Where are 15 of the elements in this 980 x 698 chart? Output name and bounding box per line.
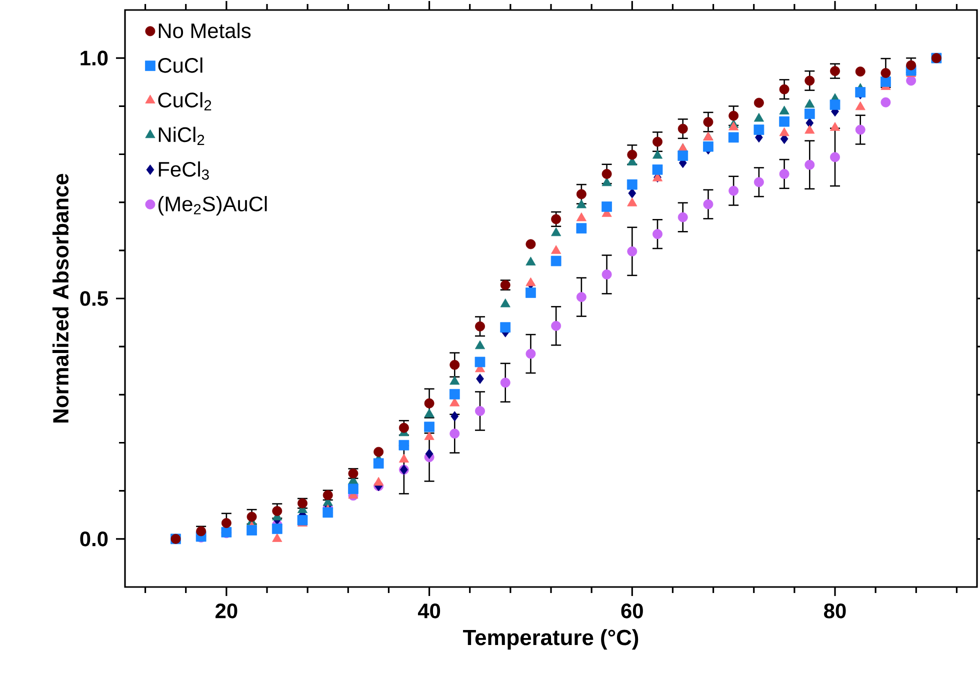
legend-label: (Me$_{2}$S)AuCl — [158, 196, 267, 216]
x-tick-label: 60 — [621, 604, 643, 618]
legend-label: No Metals — [158, 22, 251, 38]
x-tick-label: 80 — [824, 604, 846, 618]
x-axis-title: Temperature (°C) — [463, 629, 638, 650]
x-tick-label: 20 — [216, 604, 238, 618]
y-tick-label: 0.5 — [80, 291, 108, 306]
y-tick-label: 1.0 — [80, 50, 108, 66]
legend-label: FeCl$_{3}$ — [158, 161, 209, 180]
legend-label: NiCl$_{2}$ — [158, 126, 204, 146]
y-tick-label: 0.0 — [80, 532, 108, 546]
legend-label: CuCl — [158, 57, 202, 73]
x-tick-label: 40 — [418, 604, 440, 618]
y-axis-title: Normalized Absorbance — [52, 174, 69, 422]
legend-label: CuCl$_{2}$ — [158, 92, 212, 110]
